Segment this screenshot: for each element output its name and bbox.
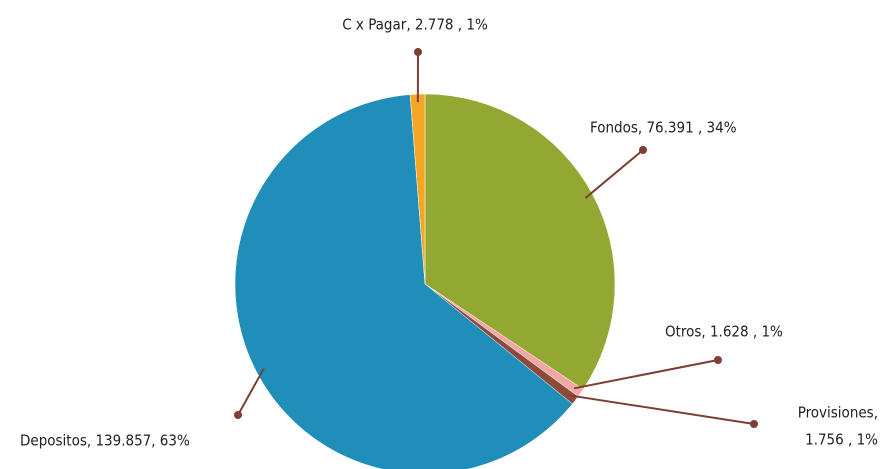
leader-line [237,368,265,416]
data-label: Otros, 1.628 , 1% [665,323,783,341]
leader-dot [639,146,647,154]
leader-dot [234,411,242,419]
data-label: Provisiones, [798,404,878,422]
data-label: C x Pagar, 2.778 , 1% [342,16,488,34]
leader-line [568,394,755,425]
leader-dot [414,48,422,56]
leader-line [573,359,719,390]
data-label: Depositos, 139.857, 63% [20,432,190,450]
leader-dot [750,420,758,428]
data-label: 1.756 , 1% [805,431,878,449]
data-label: Fondos, 76.391 , 34% [590,119,737,137]
leader-dot [714,356,722,364]
pie-slice [234,94,573,469]
leader-line [584,149,644,199]
